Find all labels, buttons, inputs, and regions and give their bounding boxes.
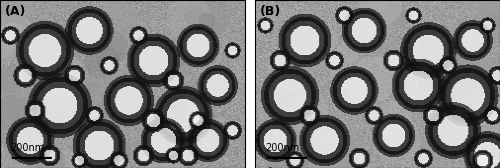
Text: (A): (A) (5, 5, 26, 18)
Text: 200nm: 200nm (10, 143, 44, 153)
Text: (B): (B) (260, 5, 281, 18)
Text: 200nm: 200nm (265, 143, 299, 153)
